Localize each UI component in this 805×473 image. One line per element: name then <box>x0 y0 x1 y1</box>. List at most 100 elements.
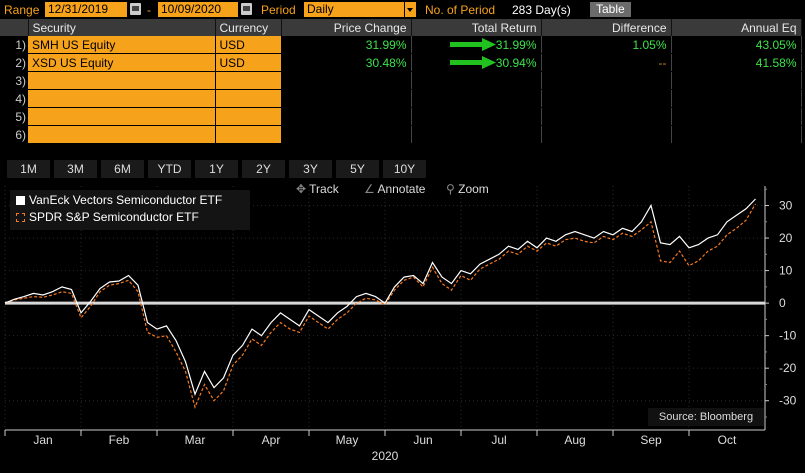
table-row[interactable]: 3) <box>0 71 802 90</box>
security-cell[interactable] <box>28 107 216 126</box>
period-button-2y[interactable]: 2Y <box>242 160 285 178</box>
zoom-tool[interactable]: ⚲ Zoom <box>446 182 489 196</box>
y-tick-label: 10 <box>779 264 793 278</box>
difference-cell <box>541 71 672 90</box>
difference-cell: 1.05% <box>541 36 672 54</box>
table-row[interactable]: 1) SMH US Equity USD 31.99% 31.99% 1.05% 43.05… <box>0 36 802 54</box>
period-button-ytd[interactable]: YTD <box>148 160 191 178</box>
row-number: 5) <box>0 107 28 126</box>
legend-item-smh[interactable]: VanEck Vectors Semiconductor ETF <box>16 192 222 208</box>
table-button[interactable]: Table <box>590 2 631 17</box>
difference-cell <box>541 125 672 144</box>
y-tick-label: -20 <box>779 361 797 375</box>
nop-value: 283 Day(s) <box>512 3 571 17</box>
period-button-1y[interactable]: 1Y <box>195 160 238 178</box>
y-tick-label: -30 <box>779 394 797 408</box>
range-dash: - <box>147 3 151 17</box>
x-tick-label: Oct <box>718 433 737 447</box>
period-chevron-down-icon[interactable] <box>404 2 416 17</box>
x-tick-label: Jul <box>491 433 506 447</box>
period-button-3y[interactable]: 3Y <box>289 160 332 178</box>
header-annual-eq[interactable]: Annual Eq <box>671 19 802 36</box>
security-cell[interactable]: SMH US Equity <box>28 36 216 54</box>
end-date-field[interactable]: 10/09/2020 <box>158 2 238 17</box>
price-change-cell: 31.99% <box>281 36 412 54</box>
total-return-cell: 31.99% <box>411 36 542 54</box>
track-tool[interactable]: ✥ Track <box>296 182 339 196</box>
price-change-cell <box>281 107 412 126</box>
total-return-cell <box>411 107 542 126</box>
series-line-smh <box>4 198 756 396</box>
total-return-value: 30.94% <box>495 55 537 70</box>
table-row[interactable]: 5) <box>0 107 802 126</box>
row-number: 3) <box>0 71 28 90</box>
x-tick-label: Mar <box>185 433 206 447</box>
period-button-6m[interactable]: 6M <box>101 160 144 178</box>
nop-label: No. of Period <box>425 3 496 17</box>
annotate-tool[interactable]: ∠ Annotate <box>364 182 426 196</box>
x-tick-label: Jun <box>413 433 432 447</box>
currency-cell[interactable] <box>215 107 282 126</box>
legend-item-xsd[interactable]: SPDR S&P Semiconductor ETF <box>16 209 199 225</box>
legend-swatch-white <box>16 196 25 205</box>
security-cell[interactable] <box>28 89 216 108</box>
annotate-icon: ∠ <box>364 182 378 196</box>
difference-cell <box>541 89 672 108</box>
rownum-header <box>0 19 29 36</box>
header-price-change[interactable]: Price Change <box>281 19 412 36</box>
total-return-cell <box>411 71 542 90</box>
green-arrow-icon <box>449 56 496 69</box>
period-button-3m[interactable]: 3M <box>54 160 97 178</box>
x-tick-label: May <box>336 433 359 447</box>
security-cell[interactable] <box>28 125 216 144</box>
period-button-5y[interactable]: 5Y <box>336 160 379 178</box>
difference-cell: -- <box>541 53 672 72</box>
row-number: 6) <box>0 125 28 144</box>
currency-cell[interactable]: USD <box>215 53 282 72</box>
header-difference[interactable]: Difference <box>541 19 672 36</box>
zoom-icon: ⚲ <box>446 182 459 196</box>
header-currency[interactable]: Currency <box>215 19 282 36</box>
top-bar: Range 12/31/2019 - 10/09/2020 Period Dai… <box>0 0 805 19</box>
period-button-1m[interactable]: 1M <box>7 160 50 178</box>
header-security[interactable]: Security <box>28 19 216 36</box>
period-select[interactable]: Daily <box>304 2 404 17</box>
currency-cell[interactable]: USD <box>215 36 282 54</box>
security-cell[interactable] <box>28 71 216 90</box>
table-row[interactable]: 6) <box>0 125 802 144</box>
x-tick-label: Apr <box>262 433 281 447</box>
annual-eq-cell: 41.58% <box>671 53 802 72</box>
table-header-row: Security Currency Price Change Total Ret… <box>0 19 802 36</box>
currency-cell[interactable] <box>215 71 282 90</box>
y-tick-label: 30 <box>779 199 793 213</box>
x-tick-label: Jan <box>33 433 52 447</box>
annual-eq-cell: 43.05% <box>671 36 802 54</box>
row-number: 1) <box>0 36 28 54</box>
range-label: Range <box>4 3 40 17</box>
x-tick-label: Feb <box>109 433 130 447</box>
total-return-cell <box>411 89 542 108</box>
header-total-return[interactable]: Total Return <box>411 19 542 36</box>
start-date-field[interactable]: 12/31/2019 <box>45 2 127 17</box>
source-label: Source: Bloomberg <box>648 408 764 426</box>
total-return-cell: 30.94% <box>411 53 542 72</box>
difference-cell <box>541 107 672 126</box>
start-calendar-icon[interactable] <box>130 3 141 15</box>
security-cell[interactable]: XSD US Equity <box>28 53 216 72</box>
x-tick-label: Aug <box>564 433 585 447</box>
annual-eq-cell <box>671 107 802 126</box>
total-return-value: 31.99% <box>495 37 537 52</box>
currency-cell[interactable] <box>215 89 282 108</box>
annual-eq-cell <box>671 125 802 144</box>
period-button-10y[interactable]: 10Y <box>383 160 426 178</box>
end-calendar-icon[interactable] <box>241 3 252 15</box>
table-row[interactable]: 2) XSD US Equity USD 30.48% 30.94% -- 41.58% <box>0 53 802 72</box>
track-icon: ✥ <box>296 182 310 196</box>
table-row[interactable]: 4) <box>0 89 802 108</box>
legend-swatch-orange <box>16 213 25 222</box>
currency-cell[interactable] <box>215 125 282 144</box>
annual-eq-cell <box>671 89 802 108</box>
y-tick-label: 0 <box>779 296 786 310</box>
x-axis-label: 2020 <box>372 449 399 463</box>
y-tick-label: 20 <box>779 231 793 245</box>
